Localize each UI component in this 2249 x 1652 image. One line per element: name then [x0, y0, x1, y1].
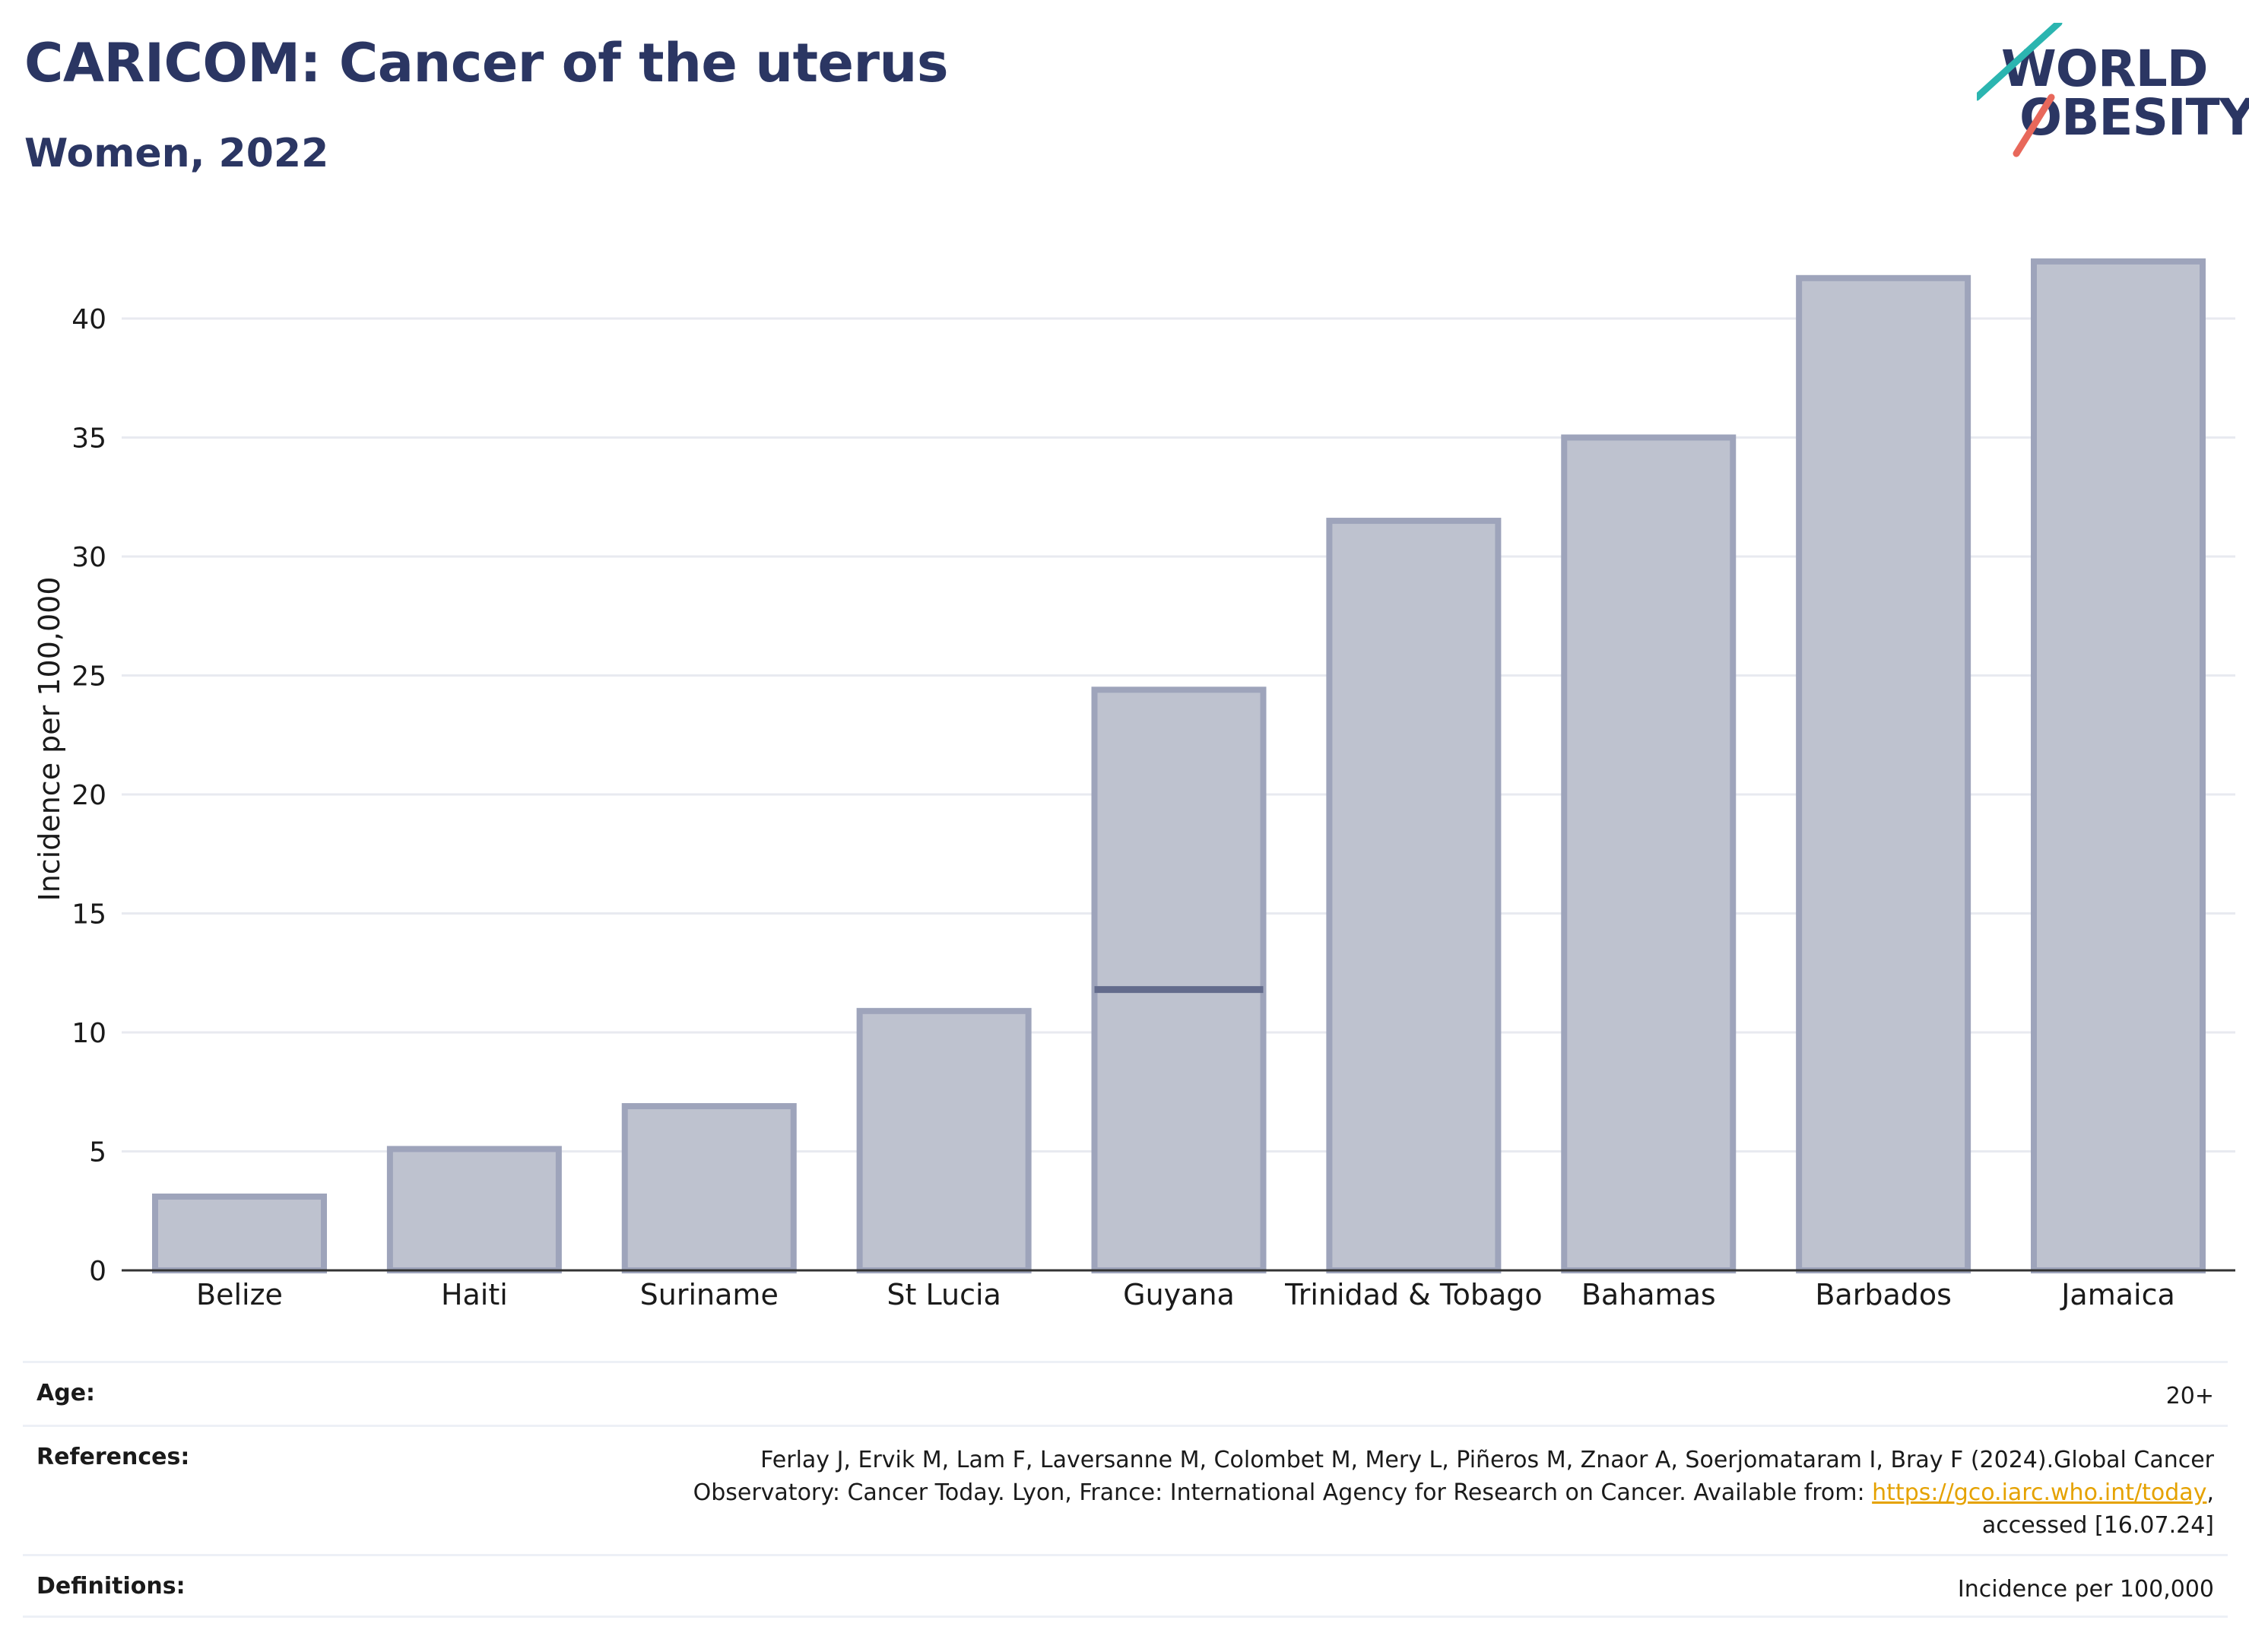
definitions-label: Definitions: — [36, 1573, 186, 1600]
y-axis-label: Incidence per 100,000 — [33, 576, 66, 901]
references-row: References: Ferlay J, Ervik M, Lam F, La… — [23, 1425, 2228, 1554]
references-line3: accessed [16.07.24] — [1981, 1512, 2214, 1539]
x-tick-label: Trinidad & Tobago — [1284, 1278, 1543, 1311]
bars — [152, 258, 2206, 1274]
x-tick-label: Belize — [196, 1278, 283, 1311]
x-tick-label: Barbados — [1815, 1278, 1952, 1311]
chart-subtitle: Women, 2022 — [24, 131, 329, 176]
references-value: Ferlay J, Ervik M, Lam F, Laversanne M, … — [693, 1444, 2214, 1542]
bar-suriname — [621, 1103, 797, 1274]
metadata-table: Age: 20+ References: Ferlay J, Ervik M, … — [23, 1361, 2228, 1618]
y-tick-label: 25 — [71, 661, 106, 693]
y-tick-label: 30 — [71, 542, 106, 573]
references-link[interactable]: https://gco.iarc.who.int/today — [1872, 1479, 2207, 1506]
y-tick-label: 40 — [71, 304, 106, 335]
logo-slash-icon — [1977, 23, 2063, 157]
definitions-value: Incidence per 100,000 — [1957, 1576, 2214, 1603]
bar-barbados — [1796, 274, 1971, 1273]
world-obesity-logo: WORLD OBESITY — [1977, 23, 2249, 160]
references-line2-end: , — [2206, 1479, 2214, 1506]
bar-st-lucia — [856, 1007, 1032, 1273]
x-tick-label: Bahamas — [1581, 1278, 1716, 1311]
references-line2: Observatory: Cancer Today. Lyon, France:… — [693, 1479, 1873, 1506]
x-tick-label: Guyana — [1123, 1278, 1235, 1311]
age-row: Age: 20+ — [23, 1361, 2228, 1425]
references-line1: Ferlay J, Ervik M, Lam F, Laversanne M, … — [760, 1447, 2214, 1473]
x-tick-label: Haiti — [441, 1278, 508, 1311]
logo-word-obesity: OBESITY — [2019, 88, 2249, 147]
bar-guyana — [1091, 686, 1267, 1273]
y-tick-label: 15 — [71, 899, 106, 931]
bar-trinidad-tobago — [1326, 518, 1502, 1273]
x-axis-ticks: Belize Haiti Suriname St Lucia Guyana Trinida… — [196, 1278, 2175, 1311]
age-value: 20+ — [2165, 1383, 2214, 1409]
bar-haiti — [386, 1146, 562, 1273]
y-axis-ticks: 0 5 10 15 20 25 30 35 40 — [71, 304, 106, 1287]
definitions-row: Definitions: Incidence per 100,000 — [23, 1554, 2228, 1618]
y-tick-label: 0 — [89, 1256, 106, 1287]
age-label: Age: — [36, 1380, 96, 1406]
logo-word-world: WORLD — [2001, 40, 2209, 98]
x-tick-label: Jamaica — [2060, 1278, 2175, 1311]
x-tick-label: St Lucia — [887, 1278, 1001, 1311]
bar-jamaica — [2031, 258, 2206, 1273]
bar-bahamas — [1561, 434, 1737, 1273]
references-label: References: — [36, 1444, 190, 1470]
y-tick-label: 10 — [71, 1018, 106, 1049]
y-tick-label: 5 — [89, 1137, 106, 1168]
y-tick-label: 35 — [71, 423, 106, 455]
y-tick-label: 20 — [71, 780, 106, 811]
chart-title: CARICOM: Cancer of the uterus — [24, 32, 949, 94]
bar-belize — [152, 1193, 327, 1273]
bar-chart: 0 5 10 15 20 25 30 35 40 Belize Haiti Suriname St L… — [33, 258, 2235, 1311]
x-tick-label: Suriname — [640, 1278, 779, 1311]
